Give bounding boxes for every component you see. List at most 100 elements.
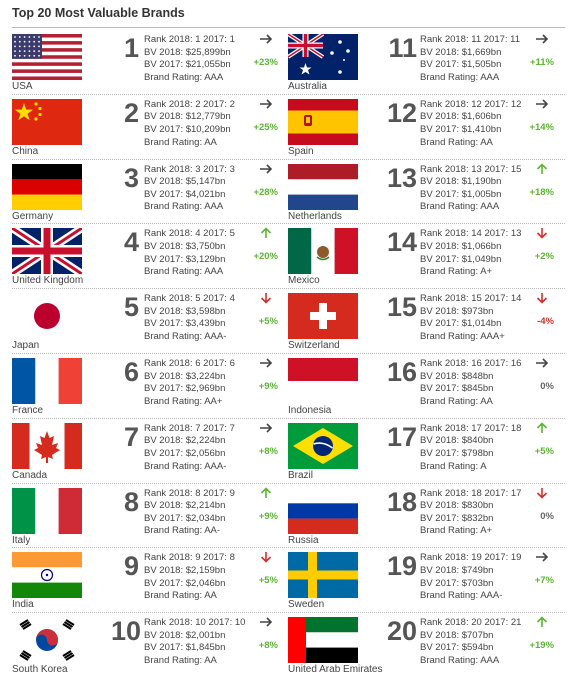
bv-2018-label: BV 2018: [420, 564, 460, 576]
bv-2017-label: BV 2017: [144, 318, 184, 330]
country-name: Germany [12, 210, 54, 222]
bv-2018-value: $5,147bn [185, 176, 226, 188]
country-name: South Korea [12, 664, 68, 676]
brand-stats: Rank 2018: 1 2017: 1 BV 2018: $25,899bn BV… [144, 34, 235, 84]
rating-label: Brand Rating: [420, 460, 479, 472]
bv-2018-value: $25,899bn [185, 46, 231, 58]
country-name: Sweden [288, 599, 325, 611]
brazil-flag [288, 422, 358, 469]
table-row: Canada 7 Rank 2018: 7 2017: 7 BV 2018: $2,2… [12, 419, 565, 484]
rank-2018-value: 11 [471, 34, 482, 45]
bv-2017-value: $3,439bn [185, 318, 226, 330]
brand-card: Australia 11 Rank 2018: 11 2017: 11 BV 2018… [288, 30, 564, 94]
rating-value: AAA- [204, 330, 227, 342]
rank-2017-label: 2017: [483, 34, 508, 45]
arrow-right-icon [260, 423, 273, 433]
brand-stats: Rank 2018: 4 2017: 5 BV 2018: $3,750bn BV … [144, 228, 235, 278]
russia-flag [288, 487, 358, 534]
value-change: +7% [534, 575, 554, 587]
rank-2018-label: Rank 2018: [144, 422, 193, 434]
bv-2017-label: BV 2017: [420, 59, 460, 71]
rank-2017-value: 13 [510, 228, 522, 240]
table-row: Italy 8 Rank 2018: 8 2017: 9 BV 2018: $2,21… [12, 484, 565, 549]
rating-label: Brand Rating: [144, 266, 203, 278]
bv-2018-value: $848bn [461, 370, 494, 382]
rating-label: Brand Rating: [420, 590, 479, 602]
table-row: USA 1 Rank 2018: 1 2017: 1 BV 2018: $25,899… [12, 30, 565, 95]
bv-2017-label: BV 2017: [144, 383, 184, 395]
rating-label: Brand Rating: [144, 395, 203, 407]
rank-2018-value: 7 [195, 422, 201, 434]
rank-2018-label: Rank 2018: [420, 617, 469, 629]
brand-stats: Rank 2018: 14 2017: 13 BV 2018: $1,066bn B… [420, 228, 521, 278]
rank-2018-label: Rank 2018: [144, 34, 193, 45]
value-change: +5% [258, 575, 278, 587]
country-name: India [12, 599, 34, 611]
brand-card: Switzerland 15 Rank 2018: 15 2017: 14 BV 20… [288, 289, 564, 353]
bv-2018-label: BV 2018: [420, 111, 460, 123]
rank-number: 2 [123, 97, 139, 128]
rank-2018-value: 4 [195, 228, 201, 240]
brand-stats: Rank 2018: 3 2017: 3 BV 2018: $5,147bn BV … [144, 164, 235, 214]
china-flag [12, 98, 82, 145]
bv-2018-label: BV 2018: [420, 629, 460, 641]
rating-value: AAA- [204, 460, 227, 472]
bv-2017-label: BV 2017: [144, 642, 184, 654]
bv-2017-label: BV 2017: [420, 642, 460, 654]
arrow-right-icon [260, 99, 273, 109]
value-change: +2% [534, 251, 554, 263]
rank-2018-value: 13 [471, 163, 482, 175]
table-row: China 2 Rank 2018: 2 2017: 2 BV 2018: $12,7… [12, 95, 565, 160]
rank-2017-label: 2017: [484, 228, 509, 240]
rank-2017-value: 14 [510, 293, 522, 305]
arrow-up-icon [536, 162, 548, 174]
table-row: South Korea 10 Rank 2018: 10 2017: 10 BV 20… [12, 613, 565, 678]
arrow-right-icon [260, 358, 273, 368]
table-row: India 9 Rank 2018: 9 2017: 8 BV 2018: $2,15… [12, 548, 565, 614]
brand-stats: Rank 2018: 13 2017: 15 BV 2018: $1,190bn B… [420, 164, 521, 214]
bv-2017-value: $2,056bn [185, 447, 226, 459]
rating-label: Brand Rating: [144, 330, 203, 342]
bv-2017-value: $2,969bn [185, 383, 226, 395]
brand-card: USA 1 Rank 2018: 1 2017: 1 BV 2018: $25,899… [12, 30, 288, 94]
brands-grid: USA 1 Rank 2018: 1 2017: 1 BV 2018: $25,899… [12, 30, 565, 678]
rank-2017-value: 9 [229, 487, 235, 499]
bv-2018-label: BV 2018: [144, 629, 184, 641]
bv-2017-value: $1,845bn [185, 642, 226, 654]
brand-stats: Rank 2018: 7 2017: 7 BV 2018: $2,224bn BV … [144, 423, 235, 473]
rank-2018-value: 15 [471, 293, 482, 305]
country-name: USA [12, 81, 33, 92]
uk-flag [12, 228, 82, 275]
bv-2017-label: BV 2017: [144, 123, 184, 135]
rank-2017-value: 10 [234, 617, 246, 629]
rating-label: Brand Rating: [144, 525, 203, 537]
rank-2018-value: 16 [471, 357, 482, 369]
rank-2018-value: 18 [471, 487, 482, 499]
country-name: Spain [288, 145, 314, 157]
rank-2018-value: 3 [195, 163, 201, 175]
value-change: +9% [258, 380, 278, 392]
rank-2018-value: 12 [471, 98, 482, 110]
bv-2017-label: BV 2017: [144, 253, 184, 265]
bv-2018-value: $1,606bn [461, 111, 502, 123]
bv-2017-value: $2,046bn [185, 577, 226, 589]
bv-2017-label: BV 2017: [144, 59, 184, 71]
rank-2017-label: 2017: [484, 98, 509, 110]
bv-2017-value: $1,049bn [461, 253, 502, 265]
switzerland-flag [288, 293, 358, 340]
country-name: Indonesia [288, 404, 332, 416]
rank-number: 6 [123, 356, 139, 387]
brand-card: United Arab Emirates 20 Rank 2018: 20 2017… [288, 613, 564, 677]
rating-label: Brand Rating: [144, 136, 203, 148]
bv-2018-label: BV 2018: [420, 240, 460, 252]
bv-2017-label: BV 2017: [144, 577, 184, 589]
value-change: 0% [540, 380, 554, 392]
rank-2017-value: 19 [510, 552, 522, 564]
brand-stats: Rank 2018: 18 2017: 17 BV 2018: $830bn BV … [420, 488, 521, 538]
arrow-up-icon [536, 422, 548, 433]
rank-2017-value: 21 [510, 617, 522, 629]
rating-label: Brand Rating: [144, 654, 203, 666]
bv-2018-value: $1,669bn [461, 46, 502, 58]
rank-2018-label: Rank 2018: [144, 293, 193, 305]
rank-2017-value: 6 [229, 357, 235, 369]
